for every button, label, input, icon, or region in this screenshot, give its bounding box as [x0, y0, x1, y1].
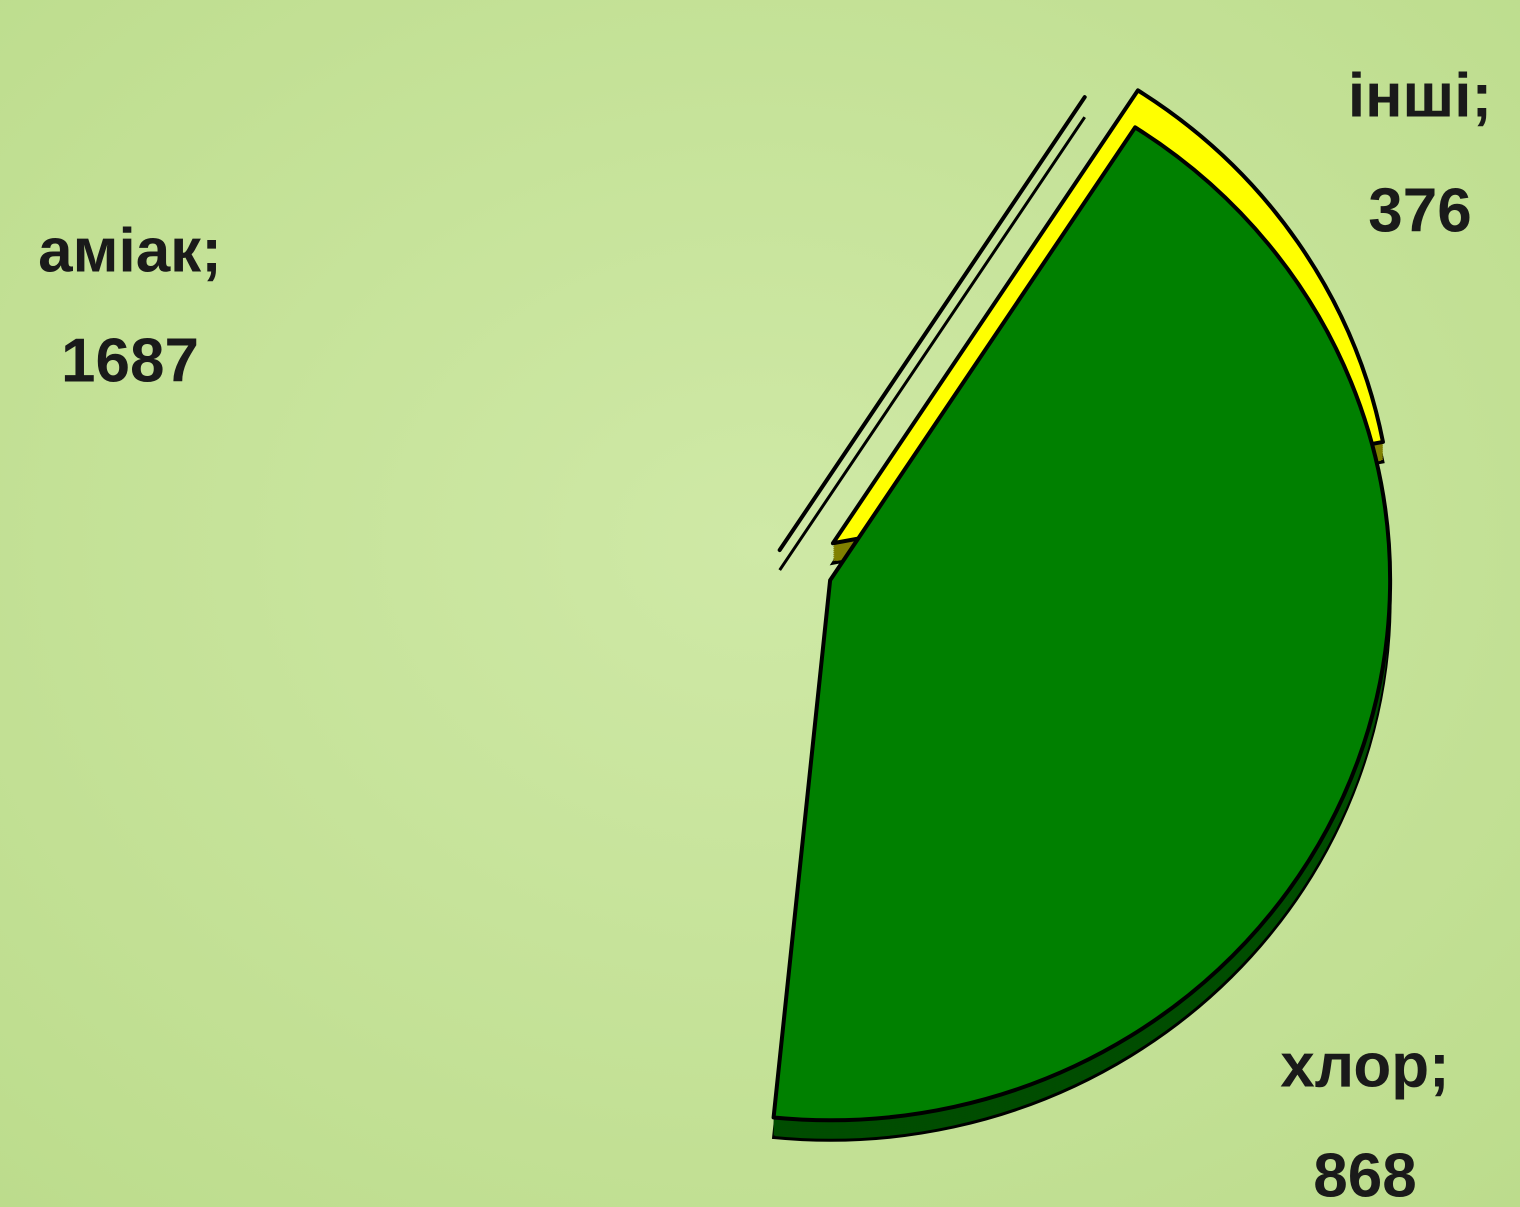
labels: інші; 376 хлор; 868 аміак; 1687: [38, 61, 1492, 1207]
slice-value: 868: [1313, 1141, 1416, 1207]
slice-label: хлор;: [1280, 1031, 1449, 1100]
slice: [777, 95, 1087, 553]
pie: [771, 88, 1393, 1142]
slice: [771, 125, 1393, 1123]
slice-label: аміак;: [38, 216, 222, 285]
slice-value: 1687: [61, 326, 199, 395]
slice-label: інші;: [1348, 61, 1492, 130]
slice-side: [778, 116, 1086, 571]
slice-value: 376: [1368, 176, 1471, 245]
